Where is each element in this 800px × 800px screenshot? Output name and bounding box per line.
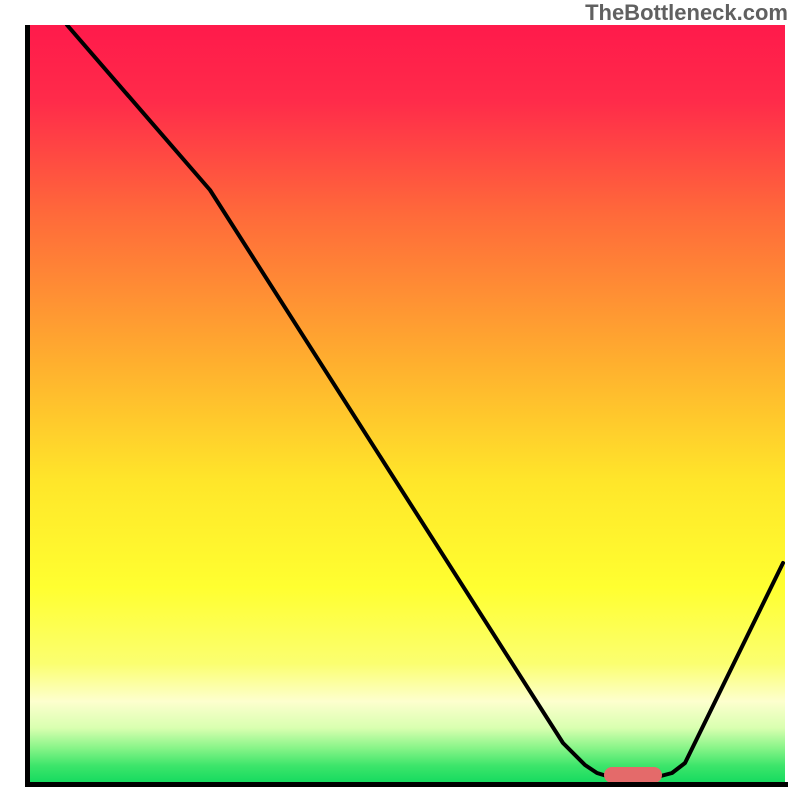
chart-container: TheBottleneck.com [0,0,800,800]
x-axis [25,782,788,787]
optimal-marker [604,767,662,783]
plot-area [25,25,785,785]
curve-polyline [67,25,783,777]
bottleneck-curve [25,25,785,785]
attribution-text: TheBottleneck.com [585,0,788,26]
y-axis [25,25,30,787]
